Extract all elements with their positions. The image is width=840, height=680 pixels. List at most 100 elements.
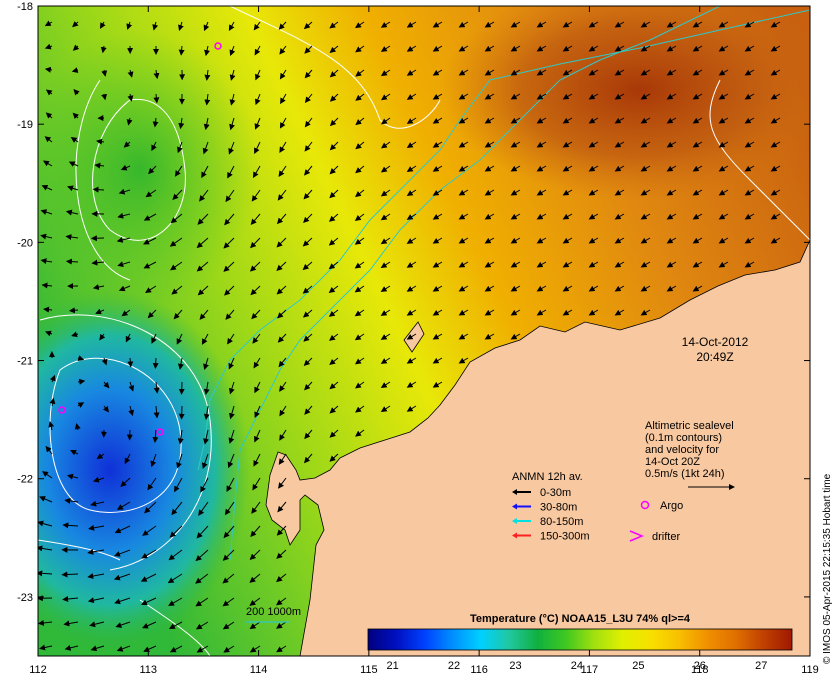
legend-swatch-head <box>512 503 517 510</box>
velocity-vector <box>276 549 287 559</box>
velocity-vector <box>228 21 235 31</box>
velocity-vector <box>117 212 131 219</box>
velocity-vector <box>250 525 261 538</box>
velocity-vector <box>152 357 159 370</box>
velocity-vector <box>588 213 599 220</box>
velocity-vector <box>328 285 339 293</box>
lat-tick-label: -19 <box>17 119 33 131</box>
velocity-vector <box>484 141 495 148</box>
velocity-vector <box>121 309 131 317</box>
velocity-vector <box>458 45 469 52</box>
velocity-vector <box>380 69 391 77</box>
lat-tick-label: -20 <box>17 237 33 249</box>
velocity-vector <box>432 189 443 196</box>
velocity-vector <box>177 429 184 445</box>
velocity-vector <box>44 136 53 143</box>
velocity-vector <box>144 501 157 514</box>
velocity-vector <box>432 21 443 28</box>
velocity-vector <box>354 261 365 269</box>
velocity-vector <box>562 69 573 76</box>
velocity-vector <box>250 213 261 226</box>
velocity-vector <box>432 45 443 52</box>
velocity-vector <box>303 357 313 367</box>
velocity-vector <box>562 213 573 220</box>
velocity-vector <box>116 645 131 652</box>
velocity-vector <box>406 117 417 124</box>
velocity-vector <box>328 213 339 222</box>
velocity-vector <box>249 645 261 653</box>
velocity-vector <box>45 112 53 119</box>
velocity-vector <box>355 117 365 126</box>
velocity-vector <box>432 69 443 76</box>
velocity-vector <box>278 357 287 368</box>
velocity-vector <box>484 117 495 124</box>
velocity-vector <box>279 69 287 80</box>
isobath-label: 200 1000m <box>246 606 301 618</box>
velocity-vector <box>329 333 339 341</box>
velocity-vector <box>254 117 261 130</box>
velocity-vector <box>152 429 159 444</box>
velocity-vector <box>198 501 209 516</box>
velocity-vector <box>196 261 209 272</box>
velocity-vector <box>72 44 80 51</box>
velocity-vector <box>203 117 210 131</box>
velocity-vector <box>276 285 287 295</box>
velocity-vector <box>276 213 287 225</box>
velocity-vector <box>432 165 443 172</box>
velocity-vector <box>203 21 210 32</box>
velocity-vector <box>43 160 53 167</box>
velocity-vector <box>142 525 157 536</box>
velocity-vector <box>302 237 313 247</box>
lon-tick-label: 116 <box>470 664 488 676</box>
velocity-vector <box>304 429 313 440</box>
velocity-vector <box>62 596 79 603</box>
velocity-vector <box>45 89 53 96</box>
velocity-vector <box>484 189 495 196</box>
velocity-vector <box>432 237 443 244</box>
velocity-vector <box>406 237 417 244</box>
velocity-vector <box>38 520 53 527</box>
velocity-vector <box>170 213 183 224</box>
velocity-vector <box>228 357 235 370</box>
velocity-vector <box>458 357 469 364</box>
velocity-vector <box>150 453 157 468</box>
velocity-vector <box>640 237 651 244</box>
velocity-vector <box>380 165 391 173</box>
velocity-vector <box>355 45 365 53</box>
velocity-vector <box>380 213 391 221</box>
velocity-vector <box>640 261 651 268</box>
velocity-vector <box>666 165 677 172</box>
velocity-vector <box>302 285 313 294</box>
velocity-vector <box>303 21 313 30</box>
velocity-vector <box>562 189 573 196</box>
lat-tick-label: -21 <box>17 356 33 368</box>
velocity-vector <box>61 571 79 578</box>
velocity-vector <box>562 165 573 172</box>
velocity-vector <box>744 213 755 220</box>
velocity-vector <box>224 501 235 516</box>
velocity-vector <box>227 453 235 469</box>
velocity-vector <box>614 285 625 292</box>
argo-float <box>156 428 164 436</box>
velocity-vector <box>510 189 521 196</box>
velocity-vector <box>94 162 105 169</box>
velocity-vector <box>102 405 109 413</box>
velocity-vector <box>225 309 235 320</box>
velocity-vector <box>88 524 105 531</box>
velocity-vector <box>484 237 495 244</box>
velocity-vector <box>406 261 417 268</box>
legend-title: ANMN 12h av. <box>512 471 583 483</box>
velocity-vector <box>170 261 183 271</box>
velocity-vector <box>588 69 599 76</box>
velocity-vector <box>43 306 53 313</box>
velocity-vector <box>204 45 210 57</box>
velocity-vector <box>277 309 287 319</box>
velocity-vector <box>99 21 106 29</box>
velocity-vector <box>718 69 729 76</box>
velocity-vector <box>510 165 521 172</box>
velocity-vector <box>153 69 160 80</box>
velocity-vector <box>125 333 132 343</box>
velocity-vector <box>114 525 131 534</box>
svg-text:and velocity for: and velocity for <box>645 444 719 456</box>
velocity-vector <box>692 21 703 28</box>
